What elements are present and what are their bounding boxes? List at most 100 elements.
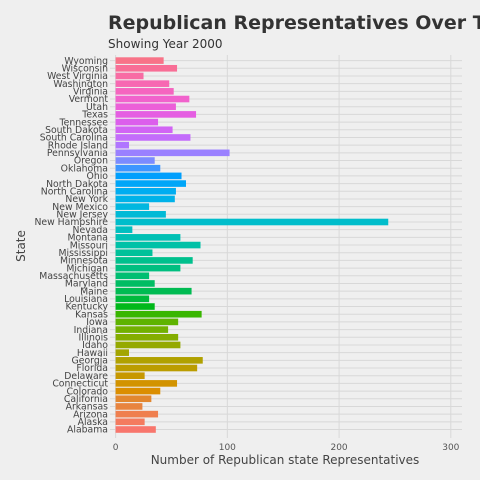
bar-idaho [115, 341, 181, 349]
bar-connecticut [115, 380, 178, 387]
bar-florida [115, 364, 198, 372]
bar-maine [115, 287, 192, 295]
bar-north-dakota [115, 180, 186, 187]
y-tick-label: Massachusetts [39, 271, 108, 282]
y-tick-label: Oregon [74, 156, 108, 167]
bar-louisiana [115, 295, 150, 303]
y-tick-label: Washington [53, 79, 108, 90]
y-tick-label: North Carolina [41, 186, 108, 197]
bar-kansas [115, 310, 202, 318]
y-tick-label: Pennsylvania [47, 148, 108, 159]
y-tick-label: Tennessee [59, 117, 109, 128]
bar-mississippi [115, 249, 153, 257]
bars [115, 57, 389, 433]
bar-alabama [115, 426, 156, 433]
y-tick-label: Wyoming [64, 56, 108, 67]
y-tick-label: Minnesota [60, 256, 108, 267]
chart-title: Republican Representatives Over Time [108, 12, 480, 34]
y-tick-label: California [64, 394, 108, 405]
y-tick-label: Texas [81, 110, 108, 121]
bar-new-york [115, 195, 175, 203]
y-tick-label: Colorado [66, 386, 108, 397]
bar-california [115, 395, 152, 403]
gridlines [110, 55, 462, 438]
bar-arkansas [115, 403, 143, 410]
bar-west-virginia [115, 72, 144, 80]
y-tick-label: Montana [67, 233, 108, 244]
y-tick-label: Alaska [78, 417, 108, 428]
bar-wyoming [115, 57, 164, 64]
y-tick-label: Hawaii [77, 348, 108, 359]
bar-delaware [115, 372, 145, 380]
y-tick-label: Michigan [66, 263, 108, 274]
bar-washington [115, 80, 170, 87]
bar-south-carolina [115, 134, 191, 141]
bar-oklahoma [115, 164, 161, 172]
bar-alaska [115, 418, 145, 426]
bar-utah [115, 103, 176, 111]
y-tick-label: Alabama [67, 425, 108, 436]
bar-rhode-island [115, 141, 129, 149]
y-tick-label: Wisconsin [62, 63, 109, 74]
y-tick-label: South Carolina [40, 133, 108, 144]
y-tick-labels: AlabamaAlaskaArizonaArkansasCaliforniaCo… [34, 56, 108, 436]
bar-georgia [115, 357, 203, 364]
bar-arizona [115, 410, 159, 418]
bar-south-dakota [115, 126, 173, 134]
y-tick-label: Connecticut [52, 379, 108, 390]
y-tick-label: Kentucky [66, 302, 109, 313]
bar-michigan [115, 264, 181, 272]
y-tick-label: Georgia [72, 356, 108, 367]
y-tick-label: South Dakota [45, 125, 108, 136]
y-tick-label: Arkansas [66, 402, 109, 413]
bar-virginia [115, 88, 174, 95]
bar-illinois [115, 333, 179, 341]
x-tick-labels: 0 100 200 300 [113, 443, 460, 453]
bar-minnesota [115, 257, 193, 264]
bar-ohio [115, 172, 182, 180]
y-tick-label: Idaho [82, 340, 108, 351]
y-tick-label: Virginia [73, 87, 108, 98]
y-tick-label: Illinois [79, 332, 109, 343]
bar-oregon [115, 157, 155, 164]
bar-hawaii [115, 349, 129, 356]
bar-maryland [115, 280, 155, 287]
y-tick-label: West Virginia [47, 71, 108, 82]
x-tick-label: 200 [330, 443, 347, 453]
y-tick-label: Iowa [86, 317, 108, 328]
bar-texas [115, 111, 197, 118]
bar-iowa [115, 318, 179, 326]
y-tick-label: Kansas [75, 309, 108, 320]
y-tick-label: Maryland [65, 279, 108, 290]
x-tick-label: 0 [113, 443, 119, 453]
y-tick-label: New Mexico [52, 202, 108, 213]
bar-pennsylvania [115, 149, 230, 157]
y-tick-label: Ohio [87, 171, 109, 182]
chart-subtitle: Showing Year 2000 [108, 37, 223, 51]
bar-new-mexico [115, 203, 150, 210]
y-axis-title: State [14, 230, 28, 262]
y-tick-label: Delaware [64, 371, 108, 382]
y-tick-label: Arizona [73, 409, 108, 420]
bar-new-jersey [115, 211, 166, 218]
bar-vermont [115, 95, 190, 103]
bar-tennessee [115, 118, 159, 126]
bar-north-carolina [115, 187, 176, 195]
x-axis-title: Number of Republican state Representativ… [151, 453, 420, 467]
bar-wisconsin [115, 64, 178, 72]
bar-nevada [115, 226, 133, 233]
y-tick-label: Vermont [69, 94, 109, 105]
bar-indiana [115, 326, 169, 333]
bar-missouri [115, 241, 201, 249]
bar-new-hampshire [115, 218, 389, 226]
y-tick-label: New Hampshire [34, 217, 108, 228]
bar-kentucky [115, 303, 155, 310]
x-tick-label: 300 [442, 443, 459, 453]
bar-massachusetts [115, 272, 150, 280]
y-tick-label: New Jersey [56, 210, 108, 221]
y-tick-label: Indiana [74, 325, 108, 336]
y-tick-label: Florida [76, 363, 108, 374]
y-tick-label: Rhode Island [48, 140, 108, 151]
y-tick-label: Utah [86, 102, 108, 113]
